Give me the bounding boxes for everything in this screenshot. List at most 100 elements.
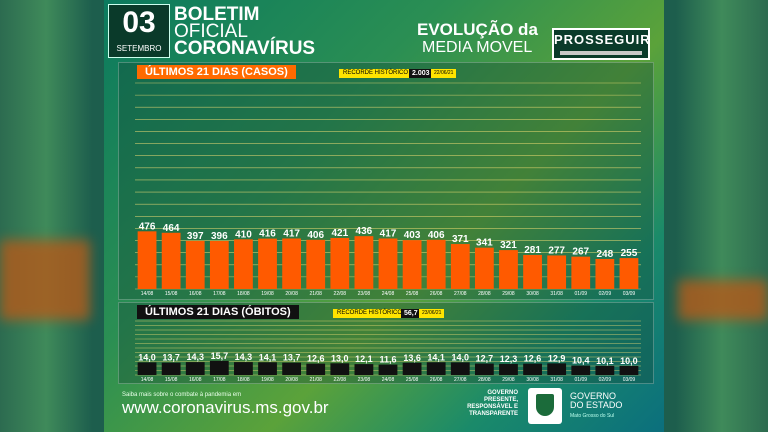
category-label-28/08: 28/08 [478, 377, 491, 383]
bar-30/08 [523, 363, 542, 375]
value-label-29/08: 321 [500, 240, 517, 251]
category-label-22/08: 22/08 [334, 377, 347, 383]
category-label-27/08: 27/08 [454, 291, 467, 297]
bar-16/08 [185, 362, 205, 375]
category-label-20/08: 20/08 [285, 291, 298, 297]
category-label-18/08: 18/08 [237, 291, 250, 297]
moving-average-title: MEDIA MOVEL [422, 39, 533, 56]
value-label-27/08: 14,0 [452, 352, 470, 362]
bar-17/08 [209, 360, 229, 375]
value-label-24/08: 11,6 [379, 355, 396, 365]
bar-16/08 [185, 240, 205, 289]
cases-record-label: RECORDE HISTÓRICO [339, 69, 413, 78]
category-label-24/08: 24/08 [382, 377, 395, 383]
category-label-26/08: 26/08 [430, 291, 443, 297]
value-label-24/08: 417 [380, 228, 397, 239]
category-label-31/08: 31/08 [550, 377, 563, 383]
bar-26/08 [426, 239, 446, 289]
value-label-22/08: 421 [331, 228, 348, 239]
state-government-logo: GOVERNO DO ESTADO [570, 392, 622, 410]
bar-24/08 [378, 364, 398, 375]
bar-29/08 [499, 250, 518, 289]
evolution-title: EVOLUÇÃO da [417, 20, 538, 39]
value-label-17/08: 15,7 [211, 351, 229, 361]
bar-15/08 [161, 362, 181, 375]
value-label-01/09: 10,4 [572, 356, 590, 366]
bar-27/08 [450, 244, 470, 289]
category-label-30/08: 30/08 [526, 377, 539, 383]
category-label-03/09: 03/09 [623, 377, 636, 383]
deaths-record-date: 23/06/21 [419, 309, 445, 318]
value-label-02/09: 248 [597, 249, 614, 260]
category-label-29/08: 29/08 [502, 291, 515, 297]
value-label-28/08: 12,7 [476, 354, 494, 364]
category-label-15/08: 15/08 [165, 377, 178, 383]
category-label-25/08: 25/08 [406, 377, 419, 383]
value-label-15/08: 464 [163, 223, 180, 234]
bar-30/08 [523, 254, 542, 289]
bar-28/08 [474, 363, 494, 375]
day-number: 03 [122, 6, 156, 39]
category-label-31/08: 31/08 [550, 291, 563, 297]
bar-31/08 [547, 255, 567, 289]
state-name: Mato Grosso do Sul [570, 413, 615, 419]
value-label-14/08: 476 [139, 221, 156, 232]
value-label-25/08: 13,6 [403, 353, 421, 363]
category-label-23/08: 23/08 [358, 291, 371, 297]
bar-31/08 [547, 363, 567, 375]
bar-23/08 [354, 364, 374, 375]
footer-small-text: Saiba mais sobre o combate à pandemia em [122, 392, 242, 398]
month-label: SETEMBRO [109, 43, 169, 55]
value-label-23/08: 436 [356, 226, 373, 237]
value-label-29/08: 12,3 [500, 354, 518, 364]
bar-19/08 [258, 362, 277, 375]
category-label-30/08: 30/08 [526, 291, 539, 297]
bar-27/08 [450, 362, 470, 375]
value-label-16/08: 397 [187, 231, 204, 242]
value-label-21/08: 12,6 [307, 354, 325, 364]
bar-25/08 [402, 362, 422, 375]
deaths-record-label: RECORDE HISTÓRICO [333, 309, 407, 318]
cases-chart-title: ÚLTIMOS 21 DIAS (CASOS) [137, 65, 296, 79]
category-label-21/08: 21/08 [309, 291, 322, 297]
bar-02/09 [595, 258, 615, 289]
value-label-22/08: 13,0 [331, 353, 349, 363]
category-label-28/08: 28/08 [478, 291, 491, 297]
value-label-30/08: 12,6 [524, 354, 542, 364]
title-line-3: CORONAVÍRUS [174, 38, 316, 59]
bar-15/08 [161, 232, 181, 289]
value-label-23/08: 12,1 [355, 354, 373, 364]
footer-url[interactable]: www.coronavirus.ms.gov.br [122, 398, 329, 417]
bar-26/08 [426, 362, 446, 375]
category-label-02/09: 02/09 [599, 291, 612, 297]
bar-03/09 [619, 258, 639, 289]
category-label-15/08: 15/08 [165, 291, 178, 297]
value-label-03/09: 10,0 [620, 356, 638, 366]
value-label-17/08: 396 [211, 231, 228, 242]
value-label-28/08: 341 [476, 238, 493, 249]
cases-record-value: 2.003 [409, 69, 433, 78]
value-label-15/08: 13,7 [162, 353, 180, 363]
bar-17/08 [209, 241, 229, 289]
value-label-03/09: 255 [621, 248, 638, 259]
gov-logo-line-2: DO ESTADO [570, 400, 623, 410]
category-label-19/08: 19/08 [261, 377, 274, 383]
deaths-bar-chart: 14,0 14/08 13,7 15/08 14,3 16/08 15,7 17/08 14,3… [135, 320, 641, 383]
bar-20/08 [282, 238, 302, 289]
category-label-02/09: 02/09 [599, 377, 612, 383]
bar-18/08 [234, 362, 253, 375]
value-label-01/09: 267 [572, 247, 589, 258]
value-label-19/08: 416 [259, 229, 276, 240]
category-label-21/08: 21/08 [309, 377, 322, 383]
prosseguir-logo: PROSSEGUIR [552, 28, 650, 60]
value-label-18/08: 410 [235, 229, 252, 240]
category-label-23/08: 23/08 [358, 377, 371, 383]
bar-29/08 [499, 363, 518, 375]
category-label-19/08: 19/08 [261, 291, 274, 297]
government-slogan: GOVERNO PRESENTE, RESPONSÁVEL E TRANSPAR… [452, 390, 518, 418]
category-label-26/08: 26/08 [430, 377, 443, 383]
cases-bar-chart: 476 14/08 464 15/08 397 16/08 396 17/08 410 18/08… [135, 82, 641, 297]
bar-02/09 [595, 365, 615, 375]
gov-logo-line-1: GOVERNO [570, 391, 617, 401]
value-label-02/09: 10,1 [596, 356, 614, 366]
